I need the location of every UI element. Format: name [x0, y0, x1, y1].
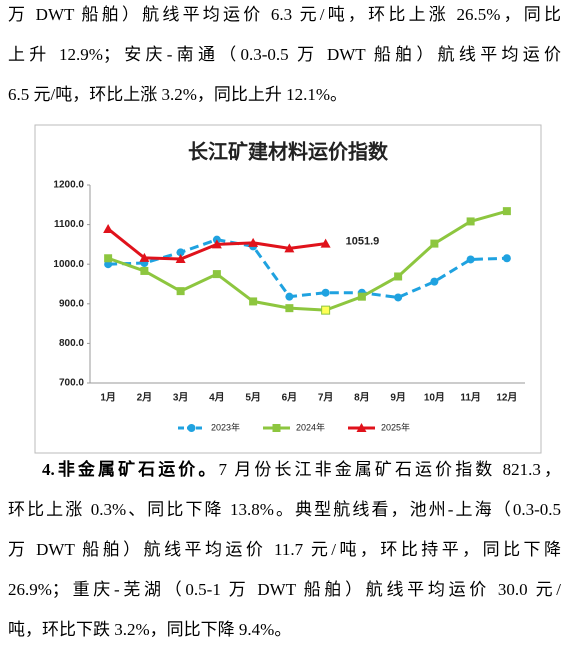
- x-tick-label: 10月: [424, 392, 445, 404]
- text: 万 DWT 船舶）航线平均运价 11.7 元/吨，环比持平，同比下降: [8, 540, 561, 559]
- point: [466, 217, 475, 226]
- text-line: 上升 12.9%；安庆-南通（0.3-0.5 万 DWT 船舶）航线平均运价: [8, 45, 561, 65]
- point: [176, 287, 185, 296]
- chart-frame: [34, 124, 542, 454]
- series-line: [108, 238, 507, 299]
- x-tick-label: 9月: [390, 392, 406, 404]
- x-tick-label: 3月: [173, 392, 189, 404]
- text: 6.5 元/吨，环比上涨 3.2%，同比上升 12.1%。: [8, 85, 348, 104]
- text: 吨，环比下跌 3.2%，同比下降 9.4%。: [8, 620, 292, 639]
- text-line: 万 DWT 船舶）航线平均运价 11.7 元/吨，环比持平，同比下降: [8, 540, 561, 560]
- annotation: 1051.9: [346, 236, 380, 248]
- chart-title: 长江矿建材料运价指数: [188, 140, 389, 164]
- point: [248, 237, 259, 247]
- text: 环比上涨 0.3%、同比下降 13.8%。典型航线看，池州-上海（0.3-0.5: [8, 500, 561, 519]
- point: [176, 248, 185, 257]
- point: [211, 239, 222, 249]
- point: [139, 252, 150, 262]
- point: [430, 239, 439, 248]
- point: [430, 277, 439, 286]
- point: [249, 297, 258, 306]
- x-tick-label: 7月: [318, 392, 334, 404]
- text-line: 6.5 元/吨，环比上涨 3.2%，同比上升 12.1%。: [8, 85, 561, 105]
- y-tick-label: 800.0: [59, 338, 84, 349]
- series-line: [107, 209, 508, 312]
- y-tick-label: 700.0: [59, 378, 84, 389]
- y-tick-label: 900.0: [59, 298, 84, 309]
- point: [394, 293, 403, 302]
- x-tick-label: 2月: [137, 392, 153, 404]
- point: [212, 270, 221, 279]
- point: [394, 272, 403, 281]
- point: [466, 255, 475, 264]
- text: 万 DWT 船舶）航线平均运价 6.3 元/吨，环比上涨 26.5%，同比: [8, 5, 561, 24]
- text-line: 万 DWT 船舶）航线平均运价 6.3 元/吨，环比上涨 26.5%，同比: [8, 5, 561, 25]
- legend-marker: [272, 424, 281, 432]
- y-tick-label: 1200.0: [53, 180, 84, 191]
- legend-label: 2023年: [211, 421, 240, 432]
- point: [320, 238, 331, 248]
- text-line: 26.9%；重庆-芜湖（0.5-1 万 DWT 船舶）航线平均运价 30.0 元…: [8, 580, 561, 600]
- heading: 4.非金属矿石运价。: [42, 460, 219, 479]
- point: [502, 207, 511, 216]
- text: 上升 12.9%；安庆-南通（0.3-0.5 万 DWT 船舶）航线平均运价: [8, 45, 561, 64]
- y-tick-label: 1100.0: [54, 219, 84, 230]
- point: [175, 254, 186, 264]
- point: [140, 266, 149, 275]
- point: [321, 305, 331, 315]
- x-tick-label: 8月: [354, 392, 370, 404]
- x-tick-label: 1月: [100, 392, 116, 404]
- legend-label: 2024年: [296, 421, 325, 432]
- x-tick-label: 11月: [460, 392, 481, 404]
- text: 26.9%；重庆-芜湖（0.5-1 万 DWT 船舶）航线平均运价 30.0 元…: [8, 580, 561, 599]
- text-line: 4.非金属矿石运价。7 月份长江非金属矿石运价指数 821.3，: [42, 460, 561, 480]
- point: [285, 292, 294, 301]
- text-line: 环比上涨 0.3%、同比下降 13.8%。典型航线看，池州-上海（0.3-0.5: [8, 500, 561, 520]
- x-tick-label: 12月: [496, 392, 517, 404]
- text: 7 月份长江非金属矿石运价指数 821.3，: [218, 460, 562, 479]
- x-tick-label: 6月: [282, 392, 298, 404]
- point: [321, 288, 330, 297]
- legend-label: 2025年: [381, 421, 410, 432]
- point: [502, 254, 511, 263]
- point: [285, 304, 294, 313]
- legend-marker: [356, 423, 367, 432]
- point: [103, 223, 114, 233]
- point: [284, 243, 295, 253]
- y-tick-label: 1000.0: [53, 259, 84, 270]
- x-tick-label: 4月: [209, 392, 225, 404]
- x-tick-label: 5月: [245, 392, 261, 404]
- point: [357, 292, 366, 301]
- legend-marker: [187, 424, 196, 432]
- point: [104, 254, 113, 263]
- text-line: 吨，环比下跌 3.2%，同比下降 9.4%。: [8, 620, 561, 640]
